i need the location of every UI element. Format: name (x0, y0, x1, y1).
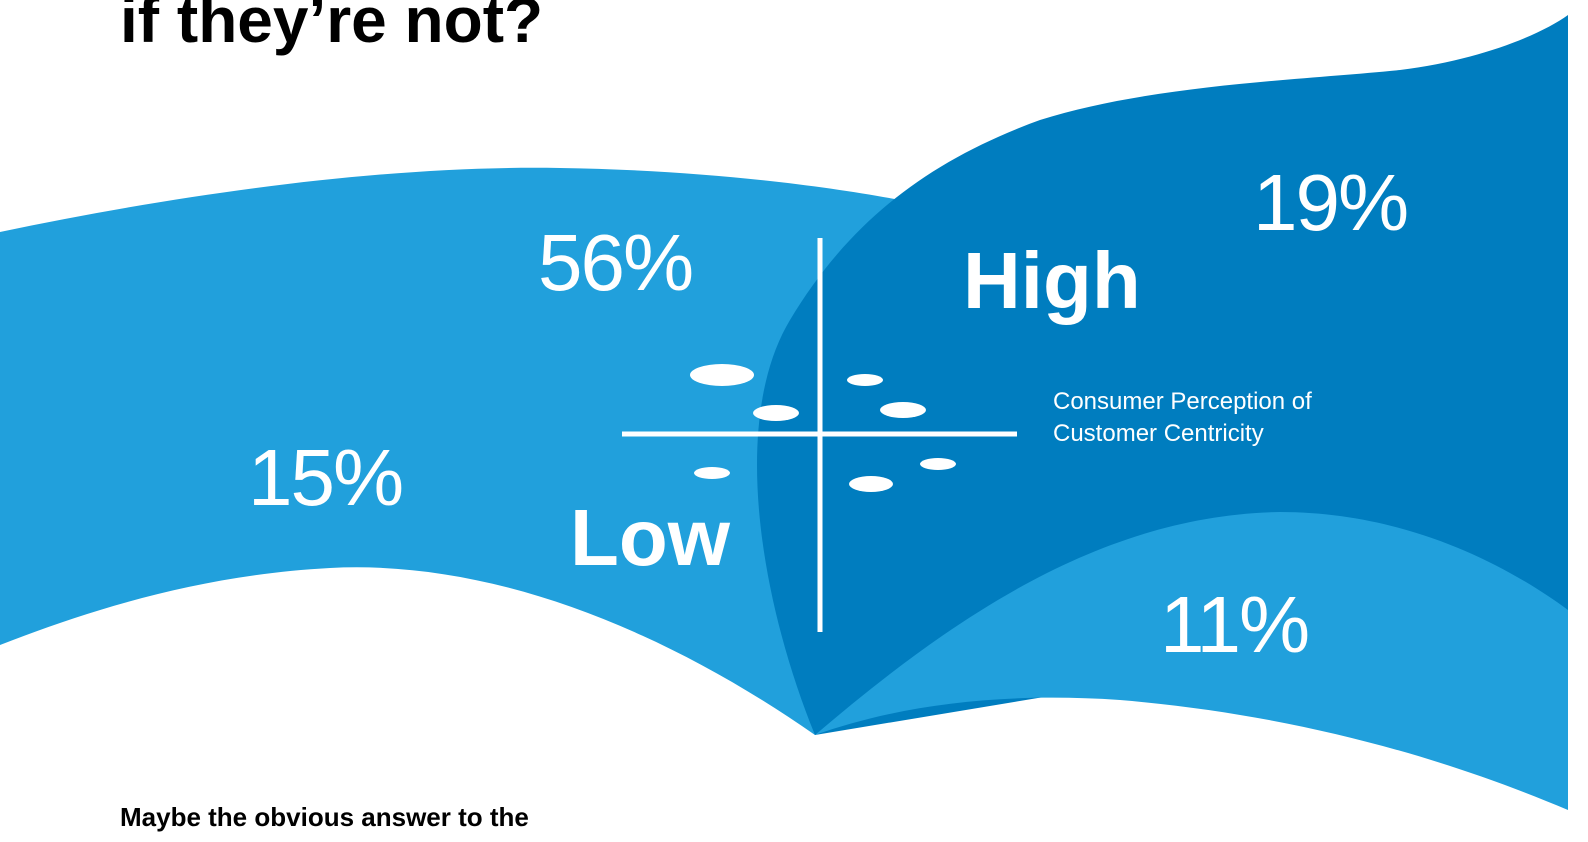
dot (694, 467, 730, 479)
dot (690, 364, 754, 386)
dot (849, 476, 893, 492)
quadrant-percent: 11% (1160, 580, 1308, 669)
low-label: Low (570, 493, 731, 582)
quadrant-percent: 56% (538, 218, 692, 307)
intro-text: Maybe the obvious answer to the (120, 802, 529, 832)
wave-graphic (0, 15, 1568, 810)
wave-left (0, 167, 900, 736)
dot (920, 458, 956, 470)
heading: if they’re not? (120, 0, 543, 56)
dot (880, 402, 926, 418)
high-label: High (963, 236, 1141, 325)
dots (690, 364, 956, 492)
quadrant-percent: 19% (1253, 158, 1407, 247)
wave-lower-right (815, 512, 1568, 810)
dot (847, 374, 883, 386)
dot (753, 405, 799, 421)
quadrant-chart (622, 238, 1017, 632)
quadrant-percent: 15% (248, 433, 402, 522)
axis-caption: Consumer Perception of (1053, 388, 1312, 415)
axis-caption: Customer Centricity (1053, 420, 1264, 447)
